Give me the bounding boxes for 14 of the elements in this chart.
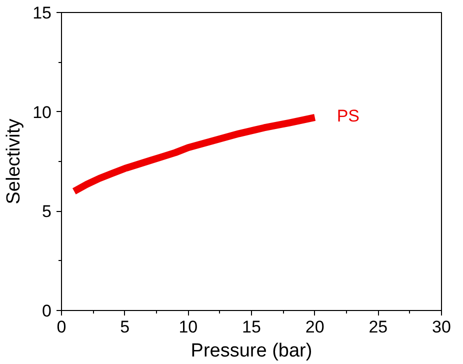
y-tick-label: 10 [32,102,52,122]
x-tick-label: 20 [305,318,324,336]
x-tick-label: 30 [432,318,451,336]
x-tick-label: 0 [56,318,66,336]
x-axis-title: Pressure (bar) [190,340,312,362]
x-tick-label: 25 [368,318,388,336]
x-tick-label: 5 [120,318,130,336]
x-tick-label: 10 [178,318,198,336]
y-tick-label: 15 [32,4,52,22]
y-tick-label: 5 [42,202,52,222]
x-tick-label: 15 [242,318,261,336]
series-label: PS [336,106,360,126]
y-tick-label: 0 [42,302,52,320]
y-axis-title: Selectivity [4,118,25,204]
